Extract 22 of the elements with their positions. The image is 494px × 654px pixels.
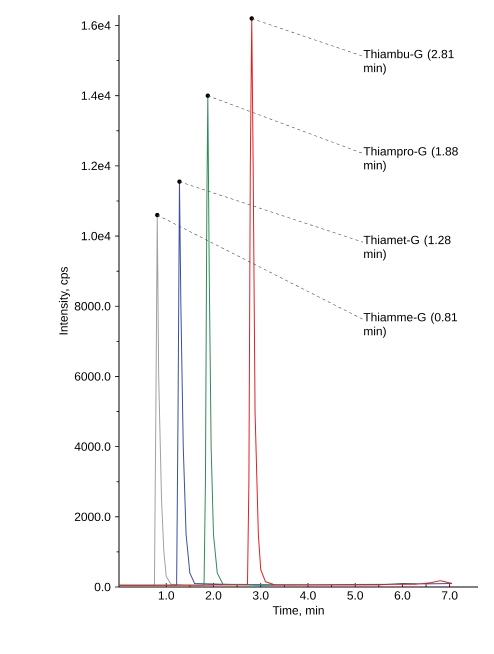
annotation: Thiambu-G (2.81 min)	[364, 50, 454, 75]
x-tick-label: 1.0	[158, 591, 174, 600]
y-tick-label: 2000.0	[74, 512, 110, 522]
x-tick-label: 2.0	[206, 591, 222, 600]
y-tick-label: 1.2e4	[82, 162, 110, 170]
y-tick-label: 1.0e4	[82, 232, 110, 240]
annotation: Thiampro-G (1.88 min)	[364, 146, 458, 172]
y-tick-label: 4000.0	[74, 442, 110, 451]
x-tick-label: 7.0	[442, 591, 458, 600]
annotation: Thiamet-G (1.28 min)	[364, 235, 450, 260]
x-tick-label: 6.0	[394, 591, 410, 600]
x-tick-label: 3.0	[252, 591, 269, 600]
y-tick-label: 1.6e4	[82, 21, 110, 30]
x-axis-title: Time, min	[272, 606, 324, 616]
x-tick-label: 4.0	[300, 591, 316, 600]
y-tick-label: 1.4e4	[82, 92, 110, 100]
y-tick-label: 6000.0	[74, 372, 110, 381]
y-tick-label: 8000.0	[74, 302, 110, 310]
y-tick-label: 0.0	[94, 582, 110, 592]
annotation: Thiamme-G (0.81 min)	[364, 312, 458, 338]
y-axis-title: Intensity, cps	[58, 266, 70, 334]
x-tick-label: 5.0	[347, 591, 364, 600]
